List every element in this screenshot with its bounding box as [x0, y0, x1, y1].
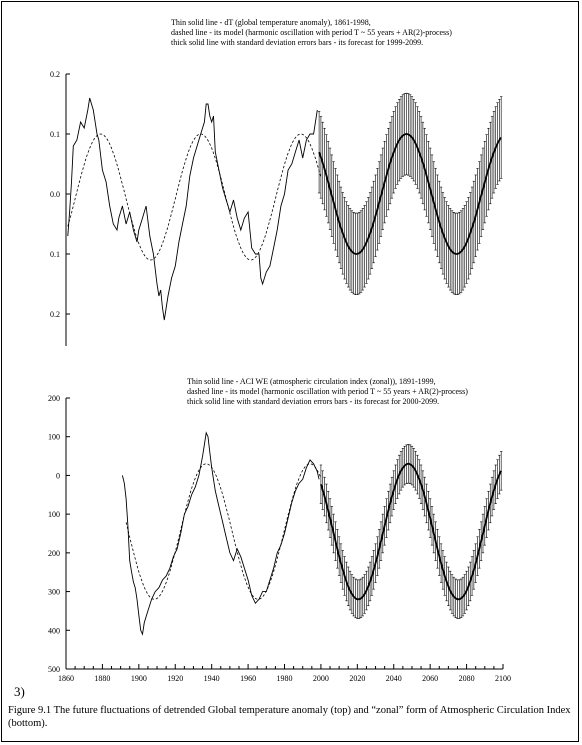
- bottom-y-tick-label: 0: [56, 471, 60, 480]
- bottom-x-tick-label: 2100: [495, 674, 511, 683]
- bottom-forecast-line: [320, 462, 503, 601]
- bottom-y-tick-label: 200: [48, 549, 60, 558]
- bottom-x-tick-label: 1900: [131, 674, 147, 683]
- bottom-y-tick-label: 100: [48, 510, 60, 519]
- bottom-note-1: Thin solid line - ACI WE (atmospheric ci…: [187, 377, 436, 386]
- top-model-line: [67, 133, 322, 261]
- top-observed-line: [67, 97, 318, 321]
- top-note-2: dashed line - its model (harmonic oscill…: [171, 28, 452, 37]
- top-y-tick-label: 0.0: [50, 190, 60, 199]
- bottom-model-line: [125, 463, 322, 600]
- top-chart-notes: Thin solid line - dT (global temperature…: [171, 18, 452, 48]
- bottom-y-tick-label: 400: [48, 626, 60, 635]
- bottom-x-tick-label: 2060: [422, 674, 438, 683]
- bottom-y-tick-label: 300: [48, 588, 60, 597]
- panel-label: 3): [14, 684, 25, 699]
- bottom-x-tick-label: 1860: [58, 674, 74, 683]
- bottom-x-tick-label: 1980: [277, 674, 293, 683]
- bottom-observed-line: [121, 431, 320, 636]
- bottom-y-tick-label: 200: [48, 394, 60, 403]
- bottom-x-tick-label: 2020: [349, 674, 365, 683]
- bottom-x-tick-label: 1940: [204, 674, 220, 683]
- bottom-x-tick-label: 1920: [167, 674, 183, 683]
- bottom-x-tick-label: 2040: [386, 674, 402, 683]
- top-y-tick-label: 0.2: [50, 310, 60, 319]
- top-chart: 0.2 0.1 0.0 0.1 0.2: [50, 70, 503, 346]
- bottom-x-tick-label: 1880: [94, 674, 110, 683]
- top-y-tick-label: 0.1: [50, 250, 60, 259]
- bottom-x-tick-label: 2000: [313, 674, 329, 683]
- bottom-x-tick-label: 1960: [240, 674, 256, 683]
- bottom-note-2: dashed line - its model (harmonic oscill…: [187, 387, 468, 396]
- top-forecast-line: [318, 133, 502, 255]
- bottom-note-3: thick solid line with standard deviation…: [187, 397, 440, 406]
- top-y-tick-label: 0.2: [50, 70, 60, 79]
- top-y-tick-label: 0.1: [50, 130, 60, 139]
- bottom-x-tick-label: 2080: [459, 674, 475, 683]
- bottom-y-tick-label: 100: [48, 433, 60, 442]
- bottom-y-tick-label: 500: [48, 665, 60, 674]
- top-note-1: Thin solid line - dT (global temperature…: [171, 18, 371, 27]
- bottom-chart-notes: Thin solid line - ACI WE (atmospheric ci…: [187, 377, 468, 407]
- top-note-3: thick solid line with standard deviation…: [171, 38, 424, 47]
- figure-caption: Figure 9.1 The future fluctuations of de…: [8, 705, 571, 729]
